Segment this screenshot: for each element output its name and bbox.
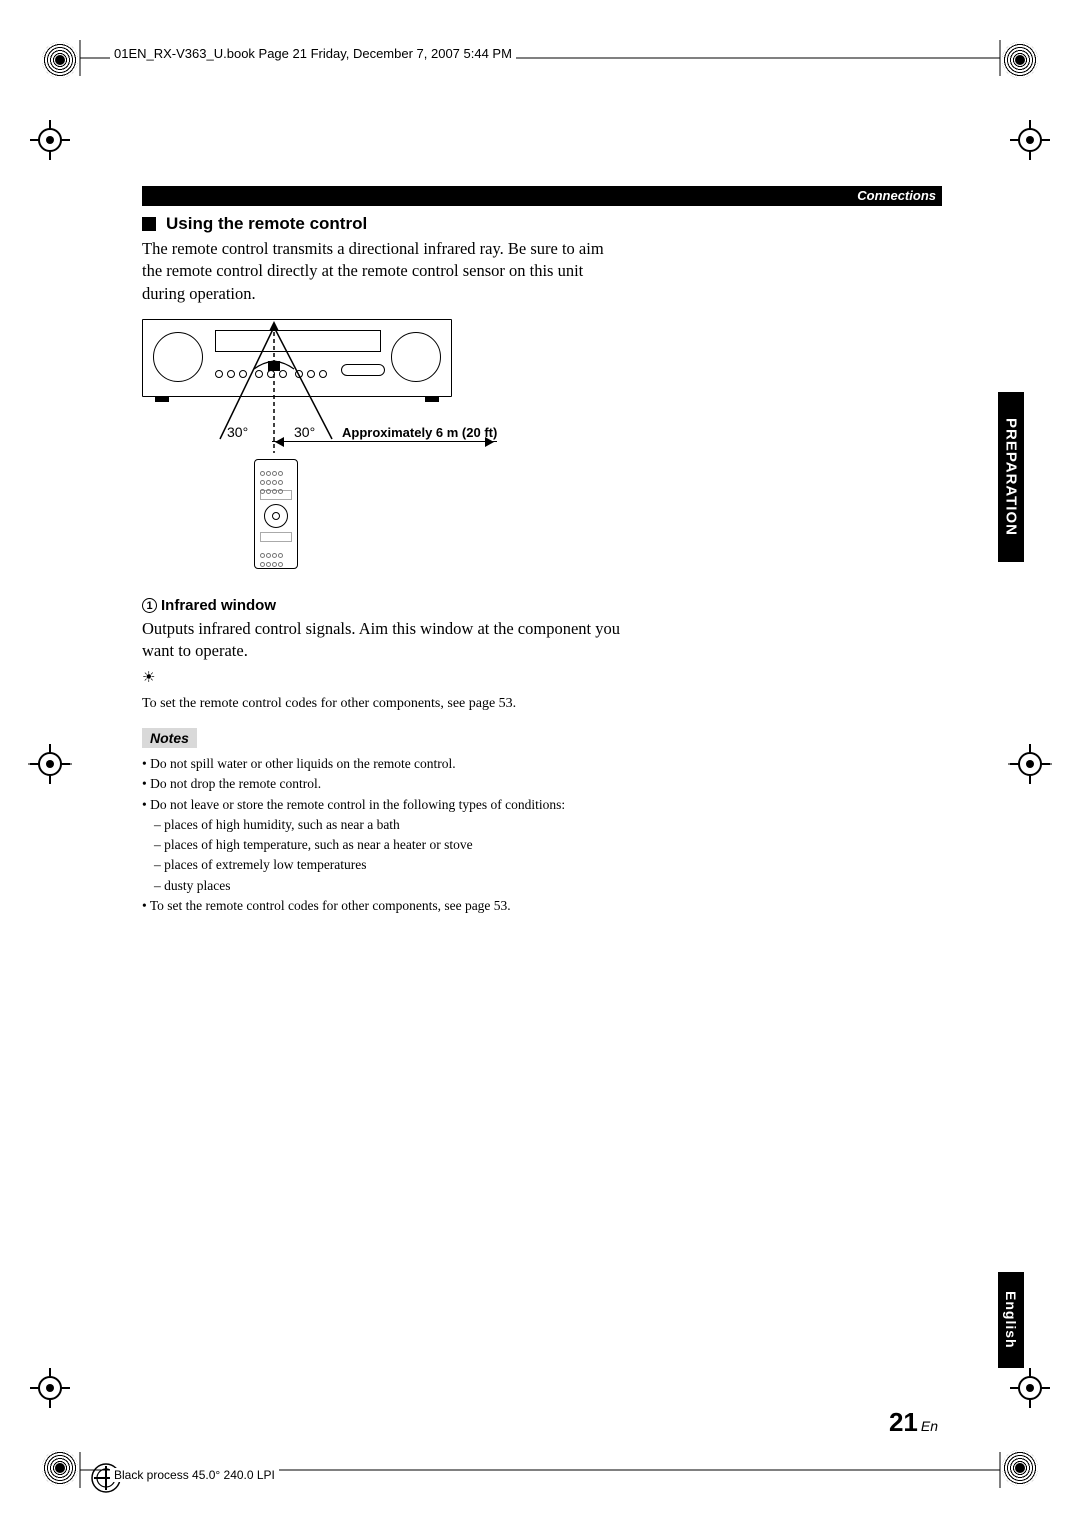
hint-icon: ☀ bbox=[142, 668, 622, 687]
notes-list: • Do not spill water or other liquids on… bbox=[142, 754, 622, 916]
section-banner: Connections bbox=[142, 186, 942, 206]
angle-right-label: 30° bbox=[294, 424, 315, 440]
intro-paragraph: The remote control transmits a direction… bbox=[142, 238, 622, 305]
registration-mark bbox=[1000, 40, 1040, 80]
angle-left-label: 30° bbox=[227, 424, 248, 440]
crosshair-mark bbox=[1010, 120, 1050, 160]
distance-label: Approximately 6 m (20 ft) bbox=[342, 425, 497, 440]
crosshair-mark bbox=[30, 744, 70, 784]
side-tab-label: English bbox=[1003, 1291, 1019, 1349]
notes-label: Notes bbox=[142, 728, 197, 748]
page-num-value: 21 bbox=[889, 1407, 918, 1437]
note-item: • To set the remote control codes for ot… bbox=[142, 896, 622, 916]
side-tab-preparation: PREPARATION bbox=[998, 392, 1024, 562]
remote-illustration bbox=[254, 459, 298, 569]
distance-arrow bbox=[272, 441, 497, 442]
page-header: 01EN_RX-V363_U.book Page 21 Friday, Dece… bbox=[110, 46, 516, 61]
infrared-heading: 1 Infrared window bbox=[142, 597, 622, 614]
page-footer: Black process 45.0° 240.0 LPI bbox=[110, 1468, 279, 1482]
note-item: • Do not drop the remote control. bbox=[142, 774, 622, 794]
page-number: 21En bbox=[889, 1407, 938, 1438]
square-bullet-icon bbox=[142, 217, 156, 231]
side-tab-language: English bbox=[998, 1272, 1024, 1368]
note-item: • Do not spill water or other liquids on… bbox=[142, 754, 622, 774]
note-subitem: – places of high humidity, such as near … bbox=[142, 815, 622, 835]
registration-mark bbox=[40, 40, 80, 80]
infrared-body: Outputs infrared control signals. Aim th… bbox=[142, 618, 622, 663]
page-num-suffix: En bbox=[921, 1418, 938, 1434]
infrared-title: Infrared window bbox=[161, 597, 276, 614]
note-subitem: – places of high temperature, such as ne… bbox=[142, 835, 622, 855]
tip-text: To set the remote control codes for othe… bbox=[142, 695, 622, 714]
registration-mark bbox=[1000, 1448, 1040, 1488]
crosshair-mark bbox=[1010, 744, 1050, 784]
section-banner-label: Connections bbox=[857, 188, 936, 203]
crosshair-mark bbox=[1010, 1368, 1050, 1408]
crosshair-mark bbox=[30, 1368, 70, 1408]
remote-range-diagram: 30° 30° Approximately 6 m (20 ft) bbox=[142, 319, 562, 579]
section-heading: Using the remote control bbox=[142, 214, 622, 234]
side-tab-label: PREPARATION bbox=[1003, 418, 1020, 536]
note-subitem: – dusty places bbox=[142, 876, 622, 896]
registration-mark bbox=[40, 1448, 80, 1488]
heading-text: Using the remote control bbox=[166, 214, 367, 233]
note-item: • Do not leave or store the remote contr… bbox=[142, 795, 622, 815]
crosshair-mark bbox=[30, 120, 70, 160]
note-subitem: – places of extremely low temperatures bbox=[142, 855, 622, 875]
circled-number: 1 bbox=[142, 598, 157, 613]
